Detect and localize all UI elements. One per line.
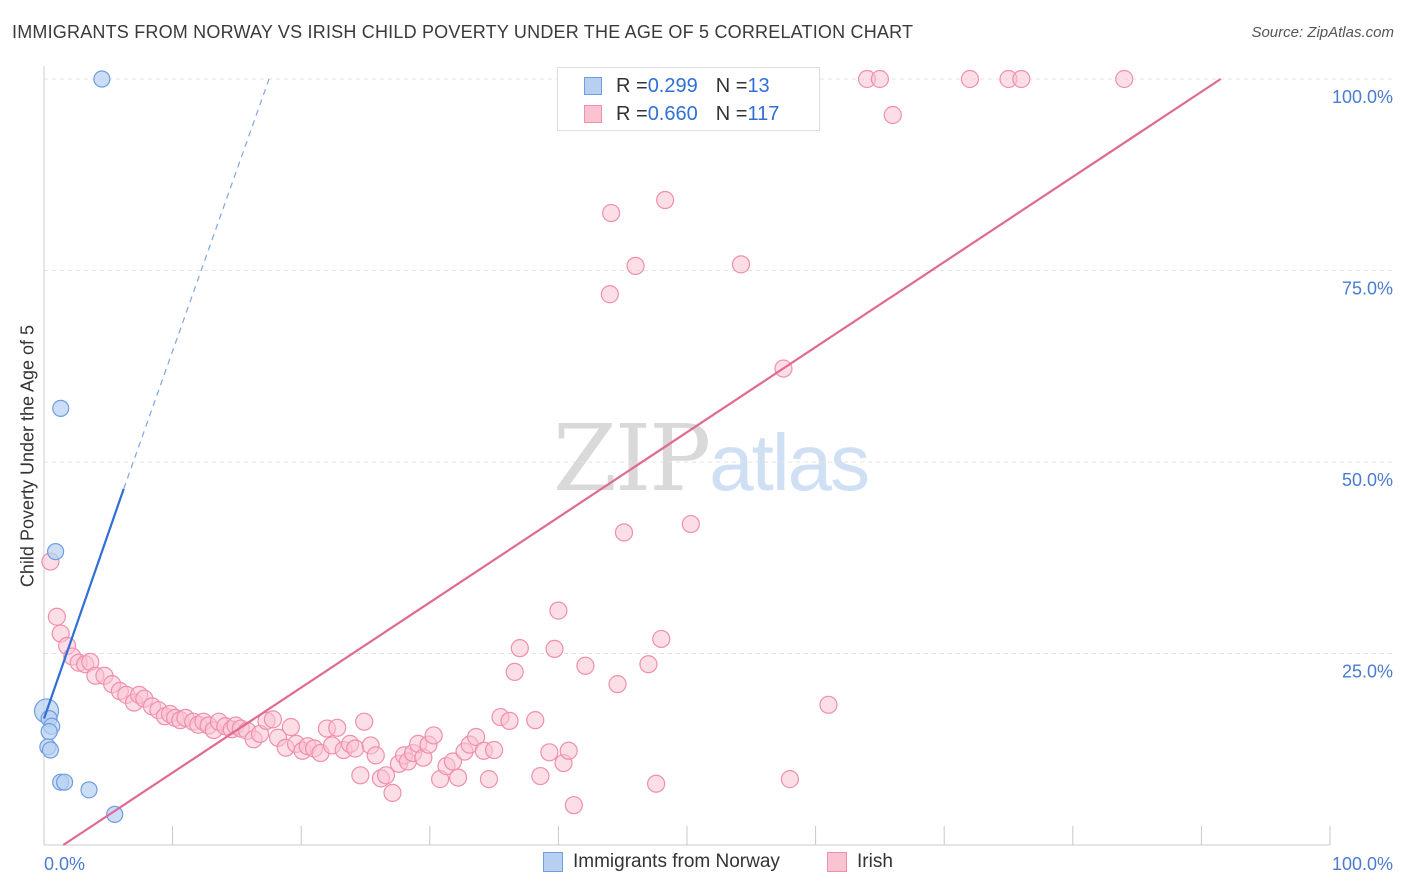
data-point-norway <box>52 399 70 417</box>
data-point-irish <box>639 655 658 674</box>
y-tick-label: 100.0% <box>1332 87 1393 107</box>
legend-n-label: N = <box>715 74 748 97</box>
legend-swatch-norway <box>584 77 602 95</box>
data-point-irish <box>443 752 463 771</box>
data-point-irish <box>780 770 799 789</box>
data-point-irish <box>883 105 902 125</box>
legend-swatch-norway <box>543 852 563 872</box>
data-point-irish <box>328 718 347 737</box>
data-point-irish <box>376 766 396 785</box>
data-point-norway <box>80 781 98 799</box>
data-point-norway <box>55 773 74 791</box>
legend-r-value: 0.299 <box>647 74 698 97</box>
data-point-irish <box>351 766 370 785</box>
data-point-irish <box>819 695 838 714</box>
legend-item-norway: Immigrants from Norway <box>543 851 780 873</box>
data-point-irish <box>608 675 627 694</box>
legend-item-irish: Irish <box>827 851 893 873</box>
legend-r-label: R = <box>616 102 648 125</box>
data-point-irish <box>47 607 66 626</box>
x-tick-label: 100.0% <box>1332 854 1393 874</box>
data-point-irish <box>731 255 751 274</box>
legend-row-norway: R = 0.299 N = 13 <box>584 72 770 100</box>
data-point-irish <box>355 712 374 731</box>
data-point-irish <box>549 601 568 620</box>
data-point-irish <box>366 746 385 765</box>
legend-label-norway: Immigrants from Norway <box>573 851 780 872</box>
data-point-irish <box>424 726 443 745</box>
data-point-irish <box>647 774 666 793</box>
data-point-irish <box>681 514 700 534</box>
data-point-irish <box>545 639 564 659</box>
data-point-irish <box>540 743 559 762</box>
data-point-irish <box>652 629 671 649</box>
data-point-irish <box>346 739 365 758</box>
data-point-norway <box>46 543 65 561</box>
data-point-irish <box>500 711 519 731</box>
data-point-irish <box>485 740 504 760</box>
series-legend: Immigrants from Norway Irish <box>0 851 1406 877</box>
watermark: ZIPatlas <box>553 405 870 512</box>
data-point-irish <box>466 727 486 747</box>
data-point-norway <box>41 741 60 759</box>
y-tick-label: 25.0% <box>1342 662 1393 682</box>
data-point-irish <box>626 256 645 276</box>
trend-line-norway-extension <box>123 78 270 490</box>
watermark-zip: ZIP <box>553 405 711 512</box>
trend-line-irish <box>62 78 1222 846</box>
data-point-irish <box>281 717 301 737</box>
data-point-irish <box>479 770 499 789</box>
source-note: Source: ZipAtlas.com <box>1251 24 1394 41</box>
legend-label-irish: Irish <box>857 851 893 872</box>
data-point-irish <box>576 656 595 675</box>
gridlines <box>44 78 1395 654</box>
data-point-irish <box>531 766 550 786</box>
data-point-irish <box>602 203 621 223</box>
data-point-irish <box>448 768 468 787</box>
y-tick-label: 75.0% <box>1342 279 1393 299</box>
series-irish <box>41 69 1134 815</box>
data-point-irish <box>505 662 524 681</box>
y-tick-label: 50.0% <box>1342 470 1393 490</box>
data-point-norway <box>106 805 124 823</box>
data-point-norway <box>40 723 58 741</box>
data-point-irish <box>656 190 675 210</box>
data-point-irish <box>526 711 545 730</box>
chart-title: IMMIGRANTS FROM NORWAY VS IRISH CHILD PO… <box>12 22 914 42</box>
data-point-irish <box>960 69 980 89</box>
data-point-irish <box>1115 69 1134 89</box>
trend-line-norway <box>42 488 125 719</box>
legend-swatch-irish <box>584 105 602 123</box>
data-point-irish <box>564 796 583 815</box>
legend-swatch-irish <box>827 852 847 872</box>
legend-n-value: 13 <box>747 74 770 97</box>
data-point-irish <box>510 639 529 658</box>
data-point-irish <box>559 741 578 760</box>
data-point-irish <box>263 710 283 729</box>
x-tick-label: 0.0% <box>44 854 85 874</box>
correlation-legend: R = 0.299 N = 13 R = 0.660 N = 117 <box>557 67 820 131</box>
legend-n-label: N = <box>715 102 748 125</box>
legend-r-label: R = <box>616 74 648 97</box>
legend-row-irish: R = 0.660 N = 117 <box>584 100 779 128</box>
legend-n-value: 117 <box>747 102 780 125</box>
data-point-irish <box>1012 69 1031 89</box>
data-point-irish <box>870 69 890 89</box>
data-point-irish <box>614 523 634 542</box>
trend-lines <box>42 78 1222 846</box>
data-point-irish <box>600 285 619 304</box>
legend-r-value: 0.660 <box>647 102 698 125</box>
data-point-irish <box>383 783 402 803</box>
data-point-norway <box>93 70 111 88</box>
tick-labels: 100.0% 75.0% 50.0% 25.0% 0.0% 100.0% <box>44 87 1393 874</box>
